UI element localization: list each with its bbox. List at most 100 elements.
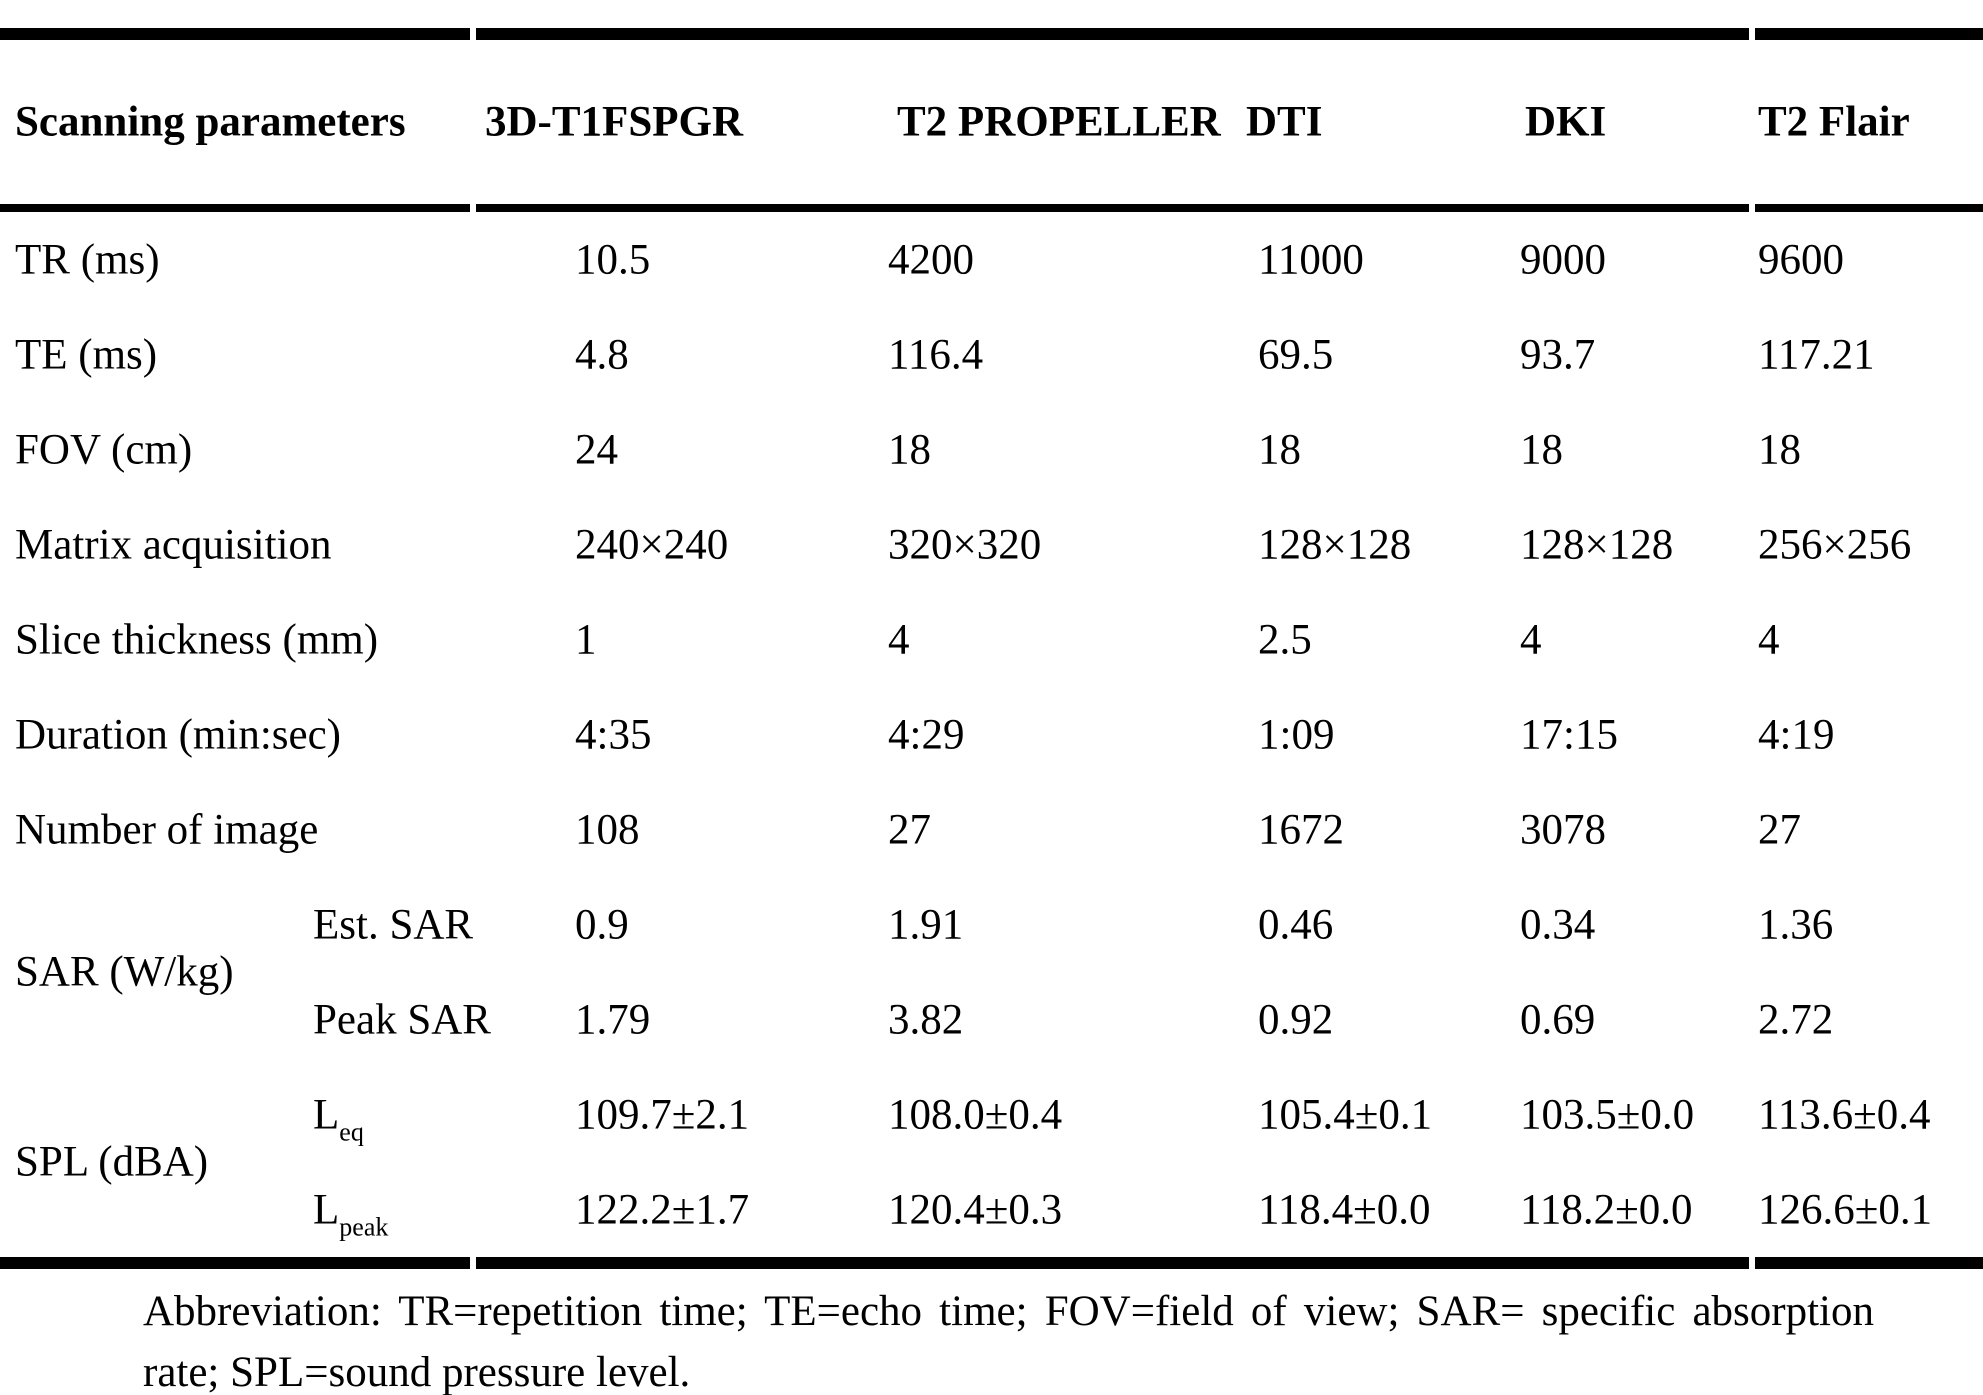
header-seq-dti: DTI [1246,98,1323,146]
value-cell: 1 [575,615,597,663]
group-label-spl: SPL (dBA) [15,1138,209,1186]
value-cell: 69.5 [1258,330,1334,378]
value-cell: 18 [1520,425,1563,473]
value-cell: 120.4±0.3 [888,1185,1063,1233]
scanning-parameters-table: Scanning parameters 3D-T1FSPGR T2 PROPEL… [0,28,1983,1269]
header-param-label: Scanning parameters [15,98,406,146]
value-cell: 113.6±0.4 [1758,1090,1931,1138]
table-row-fov: FOV (cm) 24 18 18 18 18 [0,402,1983,497]
value-cell: 0.9 [575,900,629,948]
value-cell: 118.4±0.0 [1258,1185,1431,1233]
value-cell: 27 [888,805,931,853]
value-cell: 9000 [1520,235,1606,283]
value-cell: 4 [1758,615,1780,663]
sub-label-subscript: peak [339,1212,389,1242]
value-cell: 2.72 [1758,995,1834,1043]
value-cell: 1.36 [1758,900,1834,948]
sub-row-label: Leq [313,1090,364,1145]
table-row-lpeak: Lpeak 122.2±1.7 120.4±0.3 118.4±0.0 118.… [0,1162,1983,1257]
table-footnote: Abbreviation: TR=repetition time; TE=ech… [143,1281,1874,1395]
sub-row-label: Peak SAR [313,997,491,1042]
value-cell: 17:15 [1520,710,1618,758]
value-cell: 128×128 [1520,520,1674,568]
header-seq-t2flair: T2 Flair [1758,98,1910,146]
value-cell: 256×256 [1758,520,1912,568]
value-cell: 1672 [1258,805,1344,853]
value-cell: 128×128 [1258,520,1412,568]
table-header-separator [0,204,1983,212]
sub-row-label: Lpeak [313,1185,388,1240]
value-cell: 24 [575,425,618,473]
value-cell: 18 [888,425,931,473]
value-cell: 116.4 [888,330,984,378]
table-row-duration: Duration (min:sec) 4:35 4:29 1:09 17:15 … [0,687,1983,782]
spl-group: SPL (dBA) Leq 109.7±2.1 108.0±0.4 105.4±… [0,1067,1983,1257]
value-cell: 0.69 [1520,995,1596,1043]
footnote-line-1: Abbreviation: TR=repetition time; TE=ech… [143,1288,1874,1335]
value-cell: 108.0±0.4 [888,1090,1063,1138]
value-cell: 11000 [1258,235,1364,283]
sub-row-label: Est. SAR [313,902,473,947]
border-gap [1749,28,1755,40]
table-row-slice-thickness: Slice thickness (mm) 1 4 2.5 4 4 [0,592,1983,687]
value-cell: 1.91 [888,900,964,948]
border-gap [1749,1257,1755,1269]
table-row-leq: Leq 109.7±2.1 108.0±0.4 105.4±0.1 103.5±… [0,1067,1983,1162]
row-label: TE (ms) [15,330,158,378]
value-cell: 10.5 [575,235,651,283]
sub-label-text: Peak SAR [313,995,491,1043]
table-row-matrix: Matrix acquisition 240×240 320×320 128×1… [0,497,1983,592]
value-cell: 3078 [1520,805,1606,853]
border-gap [470,1257,476,1269]
value-cell: 320×320 [888,520,1042,568]
value-cell: 3.82 [888,995,964,1043]
table-bottom-border [0,1257,1983,1269]
value-cell: 117.21 [1758,330,1875,378]
row-label: FOV (cm) [15,425,193,473]
value-cell: 4200 [888,235,974,283]
value-cell: 0.46 [1258,900,1334,948]
group-label-sar: SAR (W/kg) [15,948,234,996]
row-label: Duration (min:sec) [15,710,341,758]
value-cell: 118.2±0.0 [1520,1185,1693,1233]
value-cell: 2.5 [1258,615,1312,663]
value-cell: 1:09 [1258,710,1335,758]
value-cell: 27 [1758,805,1801,853]
row-label: Slice thickness (mm) [15,615,379,663]
table-header-row: Scanning parameters 3D-T1FSPGR T2 PROPEL… [0,40,1983,204]
value-cell: 1.79 [575,995,651,1043]
value-cell: 4:29 [888,710,965,758]
header-seq-t2propeller: T2 PROPELLER [897,98,1221,146]
row-label: TR (ms) [15,235,160,283]
value-cell: 93.7 [1520,330,1596,378]
table-top-border [0,28,1983,40]
header-seq-3dt1fspgr: 3D-T1FSPGR [485,98,743,146]
table-row-peak-sar: Peak SAR 1.79 3.82 0.92 0.69 2.72 [0,972,1983,1067]
table-row-tr: TR (ms) 10.5 4200 11000 9000 9600 [0,212,1983,307]
sub-label-text: L [313,1090,340,1138]
value-cell: 4.8 [575,330,629,378]
border-gap [470,204,476,212]
value-cell: 108 [575,805,640,853]
sub-label-text: Est. SAR [313,900,474,948]
value-cell: 4 [1520,615,1542,663]
value-cell: 0.34 [1520,900,1596,948]
value-cell: 9600 [1758,235,1844,283]
header-seq-dki: DKI [1525,98,1607,146]
value-cell: 4:19 [1758,710,1835,758]
row-label: Number of image [15,805,319,853]
footnote-line-2: rate; SPL=sound pressure level. [143,1349,691,1395]
value-cell: 0.92 [1258,995,1334,1043]
value-cell: 109.7±2.1 [575,1090,750,1138]
value-cell: 103.5±0.0 [1520,1090,1695,1138]
row-label: Matrix acquisition [15,520,332,568]
table-row-est-sar: Est. SAR 0.9 1.91 0.46 0.34 1.36 [0,877,1983,972]
value-cell: 126.6±0.1 [1758,1185,1933,1233]
value-cell: 105.4±0.1 [1258,1090,1433,1138]
border-gap [1749,204,1755,212]
sub-label-text: L [313,1185,340,1233]
sar-group: SAR (W/kg) Est. SAR 0.9 1.91 0.46 0.34 1… [0,877,1983,1067]
value-cell: 122.2±1.7 [575,1185,750,1233]
value-cell: 4 [888,615,910,663]
